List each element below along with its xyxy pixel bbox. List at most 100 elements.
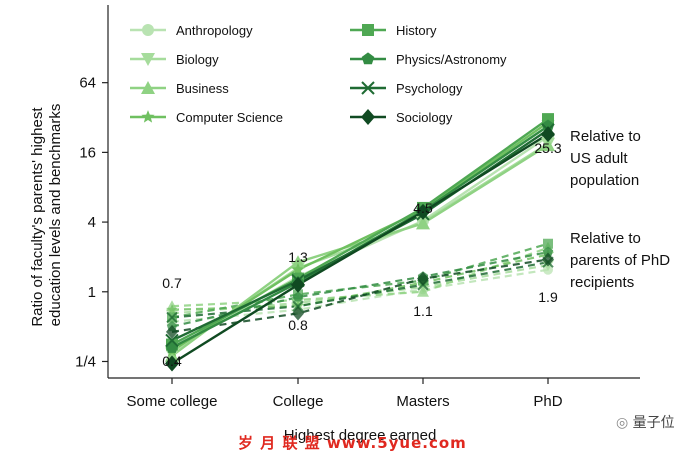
marker-diamond — [165, 355, 179, 372]
marker-star — [291, 262, 305, 276]
marker-pentagon — [541, 119, 555, 132]
data-label: 25.3 — [534, 140, 561, 156]
y-axis-title-line-2: education levels and benchmarks — [47, 104, 64, 327]
x-tick-label: PhD — [533, 393, 562, 410]
legend-label: Physics/Astronomy — [396, 52, 507, 67]
data-label: 1.9 — [538, 289, 558, 305]
legend-item: Psychology — [350, 81, 463, 96]
marker-x — [166, 311, 178, 324]
legend-item: Computer Science — [130, 110, 283, 125]
x-axis-ticks: Some college College Masters PhD — [127, 378, 563, 410]
data-label: 0.8 — [288, 317, 308, 333]
legend-item: Sociology — [350, 109, 453, 125]
series-solid-line — [171, 118, 549, 346]
watermark-badge-text: 量子位 — [632, 415, 675, 431]
marker-triangle-up — [417, 285, 429, 297]
benchmark-group-label-line: US adult — [570, 150, 628, 167]
marker-triangle-up — [165, 348, 179, 362]
legend-label: Business — [176, 81, 229, 96]
marker-pentagon — [361, 52, 375, 65]
legend-label: Computer Science — [176, 110, 283, 125]
legend-label: Biology — [176, 52, 219, 67]
marker-triangle-down — [141, 53, 155, 66]
benchmark-group-label: Relative to US adult population — [570, 128, 641, 189]
benchmark-group-label-line: Relative to — [570, 128, 641, 145]
y-axis-title-line-1: Ratio of faculty's parents' highest — [29, 107, 46, 327]
marker-diamond — [541, 126, 555, 143]
benchmark-group-label-line: recipients — [570, 274, 634, 291]
data-label: 1.3 — [288, 249, 308, 265]
marker-star — [141, 110, 155, 123]
watermark-banner: 岁 月 联 盟 www.5yue.com — [238, 434, 467, 452]
marker-diamond — [361, 109, 375, 125]
y-tick-label: 4 — [88, 214, 96, 231]
y-tick-label: 1 — [88, 284, 96, 301]
data-label: 1.1 — [413, 303, 433, 319]
legend-item: Business — [130, 81, 229, 96]
legend-item: History — [350, 23, 437, 38]
y-tick-label: 64 — [79, 75, 96, 92]
marker-diamond — [291, 276, 305, 293]
marker-triangle-up — [541, 138, 555, 152]
series-dashed-line — [171, 246, 549, 308]
legend-item: Biology — [130, 52, 219, 67]
series-dashed-line — [171, 242, 549, 319]
y-axis-ticks: 1/4 1 4 16 64 — [75, 75, 108, 370]
legend: Anthropology Biology Business Computer Scie… — [130, 23, 507, 125]
marker-x — [361, 81, 375, 95]
x-tick-label: Some college — [127, 393, 218, 410]
axes — [107, 5, 640, 379]
legend-label: Anthropology — [176, 23, 253, 38]
series-solid-line — [171, 144, 549, 357]
marker-triangle-up — [416, 216, 430, 230]
x-tick-label: College — [273, 393, 324, 410]
series-dashed-line — [171, 264, 549, 315]
series-markers — [165, 113, 555, 372]
marker-triangle-up — [141, 81, 155, 94]
legend-label: History — [396, 23, 437, 38]
series-dashed-line — [171, 258, 549, 333]
y-tick-label: 16 — [79, 144, 96, 161]
marker-diamond — [166, 324, 178, 339]
benchmark-group-label: Relative to parents of PhD recipients — [570, 230, 670, 291]
benchmark-group-label-line: parents of PhD — [570, 252, 670, 269]
data-label: 4.5 — [413, 200, 433, 216]
marker-x — [292, 300, 304, 312]
series-dashed-line — [171, 261, 549, 319]
legend-label: Psychology — [396, 81, 463, 96]
watermark-badge: ◎ 量子位 — [616, 412, 675, 432]
marker-pentagon — [292, 291, 304, 302]
series-solid-line — [171, 133, 549, 365]
solid-series-lines — [171, 118, 549, 365]
legend-item: Physics/Astronomy — [350, 52, 507, 67]
x-axis-title: Highest degree earned — [284, 427, 437, 444]
marker-square — [362, 24, 374, 36]
marker-x-stroke — [166, 311, 178, 324]
x-tick-label: Masters — [396, 393, 449, 410]
marker-diamond — [416, 203, 430, 220]
marker-circle — [142, 24, 154, 36]
benchmark-group-label-line: population — [570, 172, 639, 189]
marker-x-stroke — [292, 300, 304, 312]
marker-diamond — [292, 306, 304, 321]
marker-pentagon — [542, 246, 554, 257]
y-tick-label: 1/4 — [75, 353, 96, 370]
data-annotations: 0.7 0.4 1.3 0.8 4.5 1.1 25.3 1.9 — [162, 140, 562, 369]
y-axis-title: Ratio of faculty's parents' highest educ… — [29, 103, 64, 326]
marker-square — [543, 238, 553, 249]
legend-item: Anthropology — [130, 23, 253, 38]
marker-diamond — [417, 271, 429, 286]
marker-diamond — [542, 252, 554, 267]
marker-x-stroke — [165, 333, 179, 348]
wechat-icon: ◎ — [616, 415, 629, 431]
benchmark-group-label-line: Relative to — [570, 230, 641, 247]
marker-star — [166, 304, 178, 315]
data-label: 0.4 — [162, 353, 182, 369]
data-label: 0.7 — [162, 275, 182, 291]
marker-triangle-up — [291, 255, 305, 269]
marker-x-stroke — [361, 81, 375, 95]
legend-label: Sociology — [396, 110, 453, 125]
marker-x — [165, 333, 179, 348]
